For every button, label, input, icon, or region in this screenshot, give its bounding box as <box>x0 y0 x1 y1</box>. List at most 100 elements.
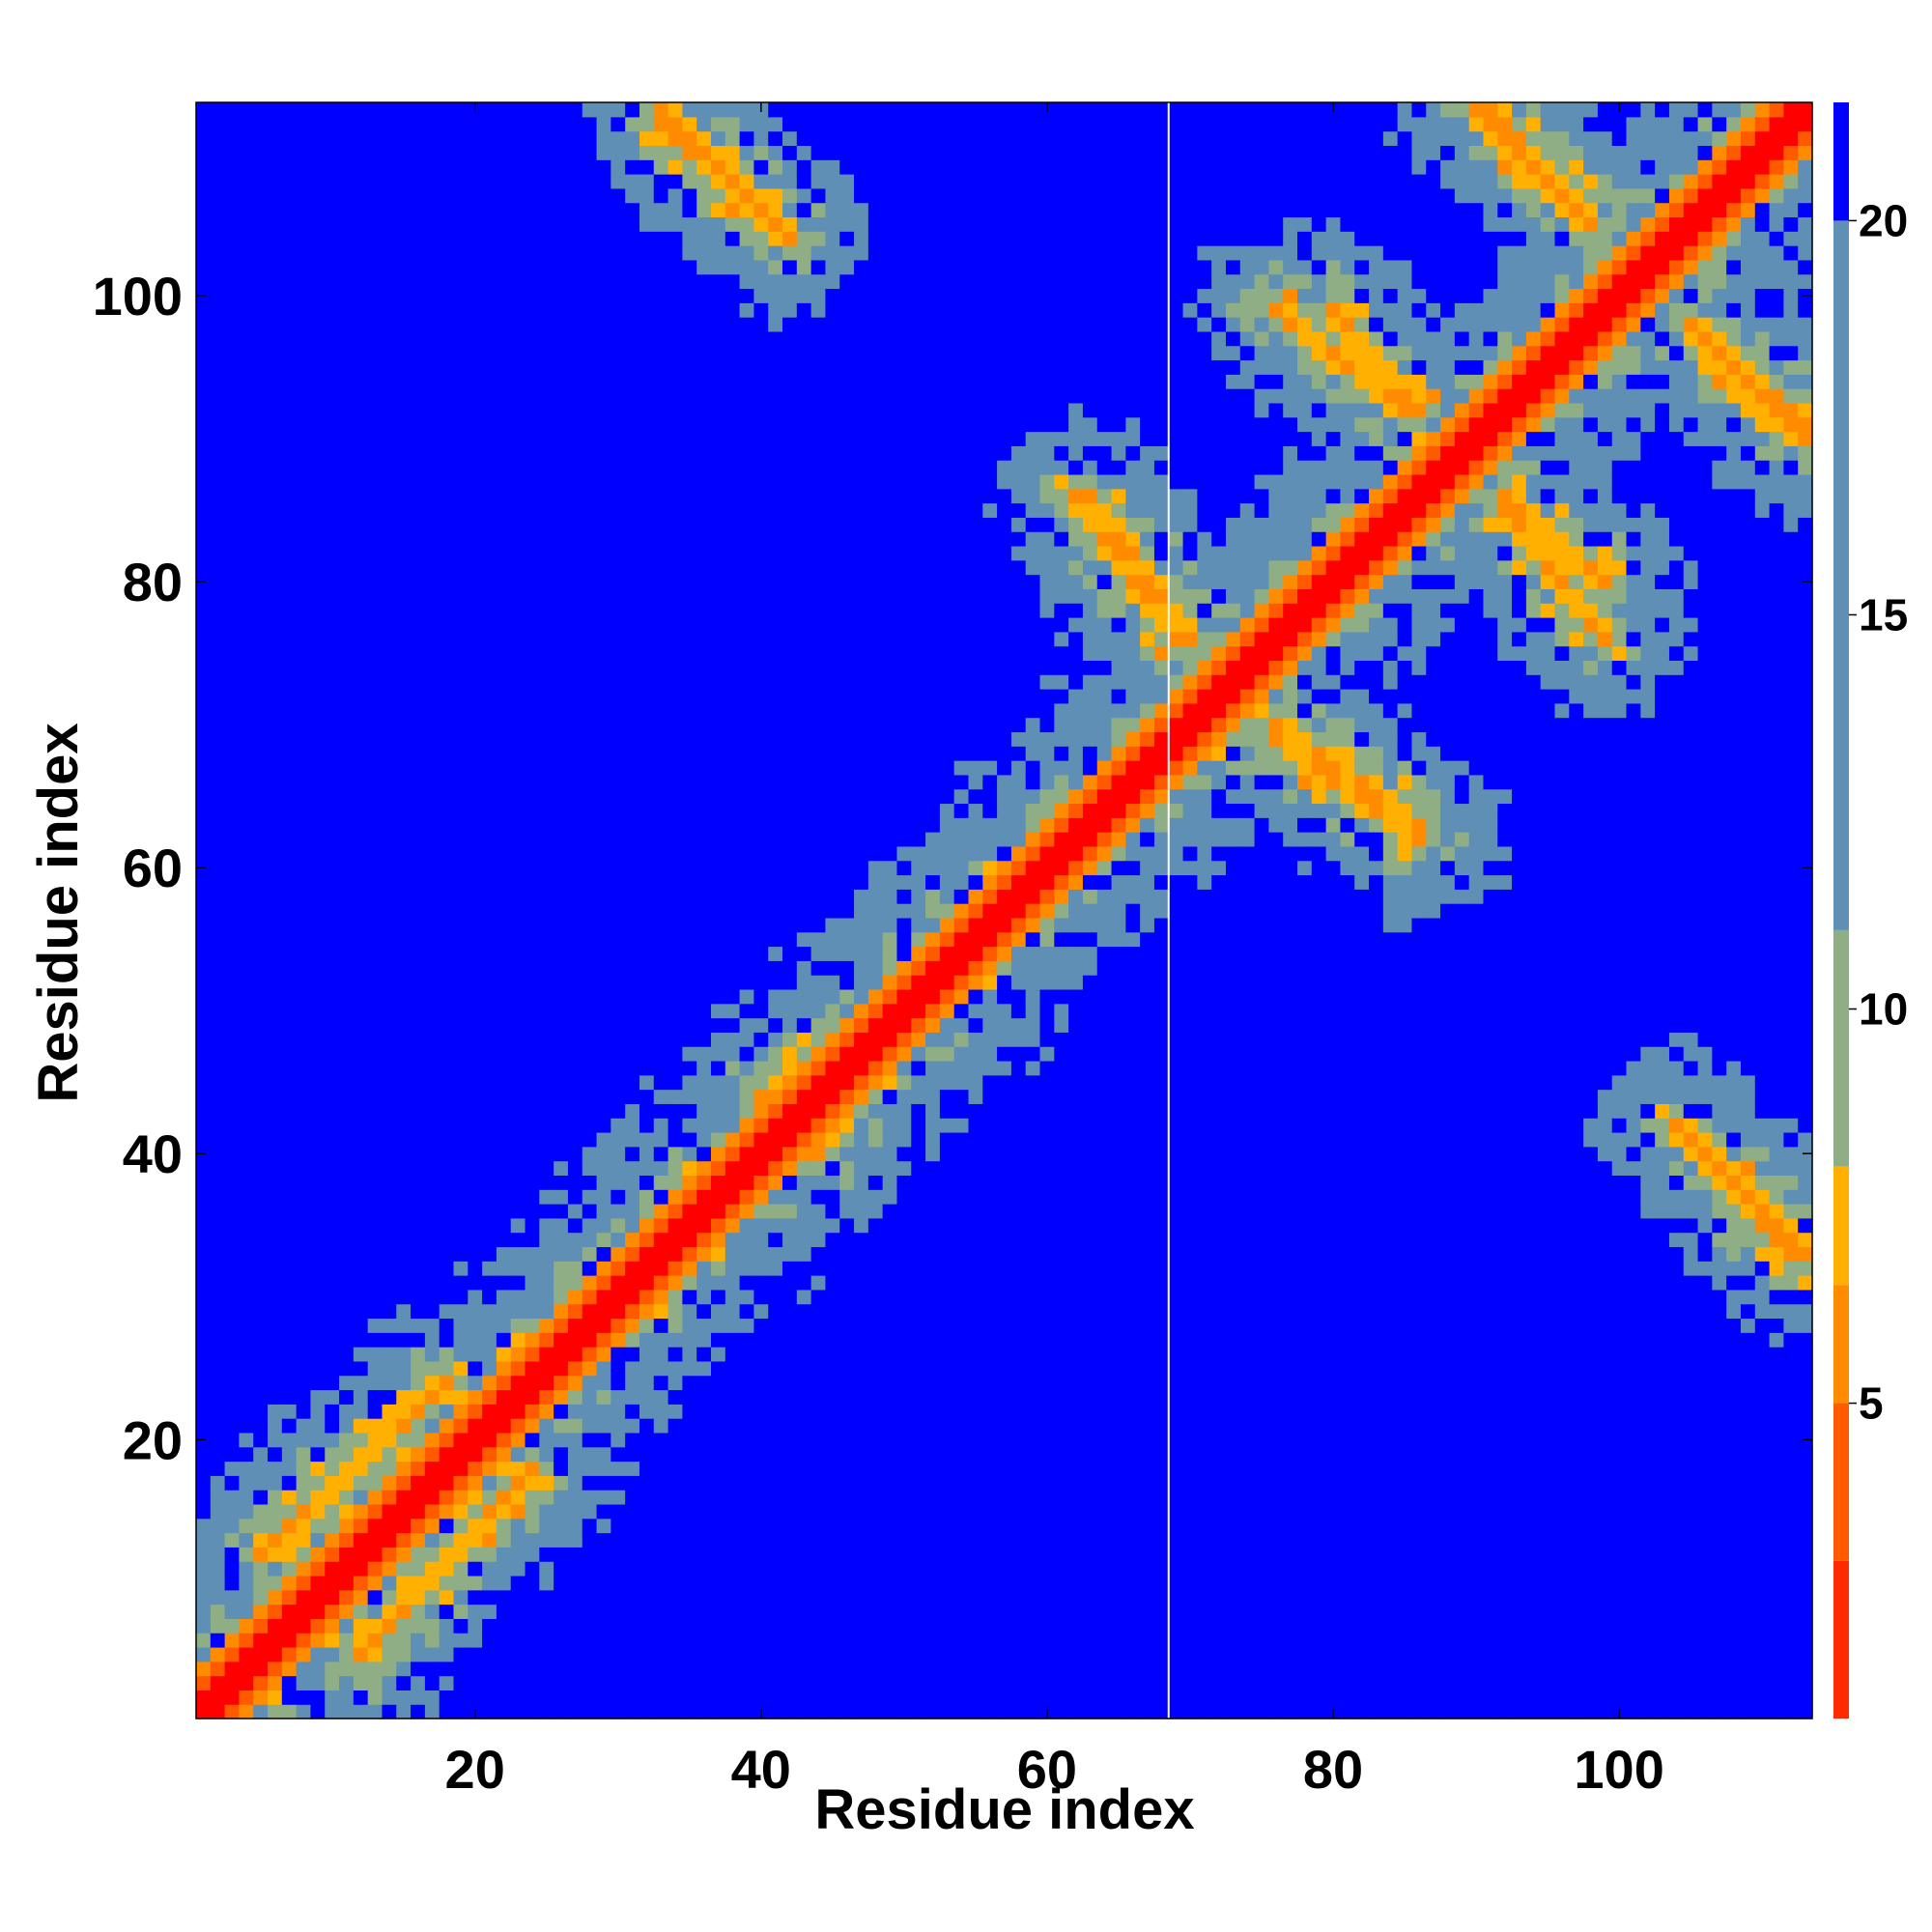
heatmap-cell <box>439 374 455 389</box>
heatmap-cell <box>696 946 712 961</box>
heatmap-cell <box>268 674 283 690</box>
heatmap-cell <box>239 988 254 1005</box>
heatmap-cell <box>367 1318 384 1333</box>
heatmap-cell <box>339 946 355 961</box>
heatmap-cell <box>411 717 426 733</box>
heatmap-cell <box>353 588 369 604</box>
heatmap-cell <box>582 1503 598 1520</box>
heatmap-cell <box>668 1589 683 1605</box>
heatmap-cell <box>682 574 697 589</box>
heatmap-cell <box>739 1461 755 1476</box>
heatmap-cell <box>496 946 512 961</box>
heatmap-cell <box>582 931 598 948</box>
heatmap-cell <box>782 645 798 662</box>
heatmap-cell <box>424 1003 440 1019</box>
heatmap-cell <box>396 130 412 147</box>
heatmap-cell <box>439 774 455 790</box>
heatmap-cell <box>739 1389 755 1405</box>
heatmap-cell <box>339 760 355 776</box>
heatmap-cell <box>554 531 569 547</box>
heatmap-cell <box>310 674 326 690</box>
heatmap-cell <box>339 1089 355 1104</box>
heatmap-cell <box>310 631 326 647</box>
heatmap-cell <box>596 803 611 818</box>
heatmap-cell <box>753 817 769 833</box>
heatmap-cell <box>582 1275 598 1291</box>
heatmap-cell <box>639 1160 655 1176</box>
heatmap-cell <box>810 288 827 303</box>
heatmap-cell <box>639 1475 655 1491</box>
heatmap-cell <box>596 946 611 961</box>
heatmap-cell <box>539 1275 554 1291</box>
heatmap-cell <box>296 702 312 719</box>
heatmap-cell <box>424 102 440 118</box>
heatmap-cell <box>353 388 369 404</box>
heatmap-cell <box>668 431 683 446</box>
heatmap-cell <box>782 1389 798 1405</box>
heatmap-cell <box>424 488 440 504</box>
heatmap-cell <box>367 488 384 504</box>
heatmap-cell <box>567 1446 583 1463</box>
heatmap-cell <box>596 502 611 518</box>
heatmap-cell <box>210 702 226 719</box>
heatmap-cell <box>525 1418 540 1434</box>
heatmap-cell <box>367 731 384 747</box>
heatmap-cell <box>525 1261 540 1276</box>
heatmap-cell <box>668 1561 683 1577</box>
heatmap-cell <box>496 1503 512 1520</box>
heatmap-cell <box>310 803 326 818</box>
heatmap-cell <box>468 473 483 490</box>
heatmap-cell <box>525 1189 540 1205</box>
heatmap-cell <box>382 517 397 532</box>
heatmap-cell <box>653 860 669 876</box>
heatmap-cell <box>325 1503 340 1520</box>
heatmap-cell <box>724 1103 741 1119</box>
heatmap-cell <box>525 130 540 147</box>
heatmap-cell <box>339 1360 355 1377</box>
heatmap-cell <box>796 231 812 246</box>
heatmap-cell <box>253 731 269 747</box>
heatmap-cell <box>810 1547 827 1562</box>
heatmap-cell <box>668 1432 683 1448</box>
heatmap-cell <box>810 159 827 175</box>
heatmap-cell <box>196 946 212 961</box>
heatmap-cell <box>810 1503 827 1520</box>
heatmap-cell <box>554 345 569 361</box>
heatmap-cell <box>396 1446 412 1463</box>
heatmap-cell <box>253 1633 269 1648</box>
heatmap-cell <box>611 288 626 303</box>
heatmap-cell <box>239 216 254 232</box>
heatmap-cell <box>367 445 384 461</box>
heatmap-cell <box>296 1074 312 1091</box>
heatmap-cell <box>753 488 769 504</box>
heatmap-cell <box>411 317 426 332</box>
heatmap-cell <box>753 845 769 862</box>
heatmap-cell <box>382 1032 397 1047</box>
heatmap-cell <box>510 202 526 218</box>
heatmap-cell <box>782 330 798 347</box>
heatmap-cell <box>239 102 254 118</box>
heatmap-cell <box>539 231 554 246</box>
heatmap-cell <box>253 187 269 204</box>
heatmap-cell <box>439 674 455 690</box>
heatmap-cell <box>625 460 640 475</box>
heatmap-cell <box>339 832 355 847</box>
heatmap-cell <box>639 1690 655 1705</box>
heatmap-cell <box>753 917 769 933</box>
heatmap-cell <box>753 1017 769 1033</box>
heatmap-cell <box>496 660 512 675</box>
heatmap-cell <box>196 1360 212 1377</box>
heatmap-cell <box>253 1131 269 1148</box>
heatmap-cell <box>310 517 326 532</box>
heatmap-cell <box>353 1232 369 1248</box>
heatmap-cell <box>653 717 669 733</box>
heatmap-cell <box>782 1017 798 1033</box>
heatmap-cell <box>810 559 827 576</box>
heatmap-cell <box>582 1446 598 1463</box>
heatmap-cell <box>539 1547 554 1562</box>
heatmap-cell <box>710 545 726 561</box>
heatmap-cell <box>296 616 312 633</box>
heatmap-cell <box>411 1275 426 1291</box>
heatmap-cell <box>682 1217 697 1234</box>
heatmap-cell <box>468 874 483 890</box>
